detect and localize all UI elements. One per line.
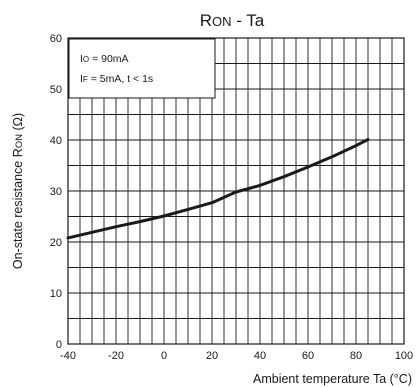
x-tick-label: -40: [60, 350, 76, 362]
chart-title-main: R: [200, 11, 212, 30]
x-axis-label: Ambient temperature Ta (°C): [253, 372, 412, 386]
x-tick-label: -20: [108, 350, 124, 362]
annotation-box: IO = 90mA IF = 5mA, t < 1s: [68, 38, 216, 99]
plot-frame: [67, 37, 405, 345]
y-tick-label: 60: [50, 33, 62, 45]
chart-title: RON - Ta: [200, 11, 265, 30]
x-tick-label: 20: [206, 350, 218, 362]
x-tick-labels: -40 -20 0 20 40 60 80 100: [60, 350, 413, 362]
x-tick-label: 100: [395, 350, 413, 362]
series-layer: [66, 138, 370, 240]
y-axis-label: On-state resistance RON (Ω): [11, 113, 25, 269]
annotation-background: [68, 38, 216, 99]
y-tick-label: 0: [56, 339, 62, 351]
annotation-line-2: IF = 5mA, t < 1s: [80, 73, 153, 85]
y-tick-label: 50: [50, 84, 62, 96]
y-tick-label: 20: [50, 237, 62, 249]
x-tick-label: 40: [254, 350, 266, 362]
y-tick-label: 40: [50, 135, 62, 147]
chart-title-subscript: ON: [212, 14, 232, 29]
y-tick-labels: 0 10 20 30 40 50 60: [50, 33, 62, 351]
series-line: [66, 138, 370, 240]
x-tick-label: 0: [161, 350, 167, 362]
y-tick-label: 10: [50, 288, 62, 300]
y-tick-label: 30: [50, 186, 62, 198]
chart-title-rest: - Ta: [232, 11, 265, 30]
x-tick-label: 60: [302, 350, 314, 362]
x-tick-label: 80: [350, 350, 362, 362]
annotation-line-1: IO = 90mA: [80, 53, 129, 65]
